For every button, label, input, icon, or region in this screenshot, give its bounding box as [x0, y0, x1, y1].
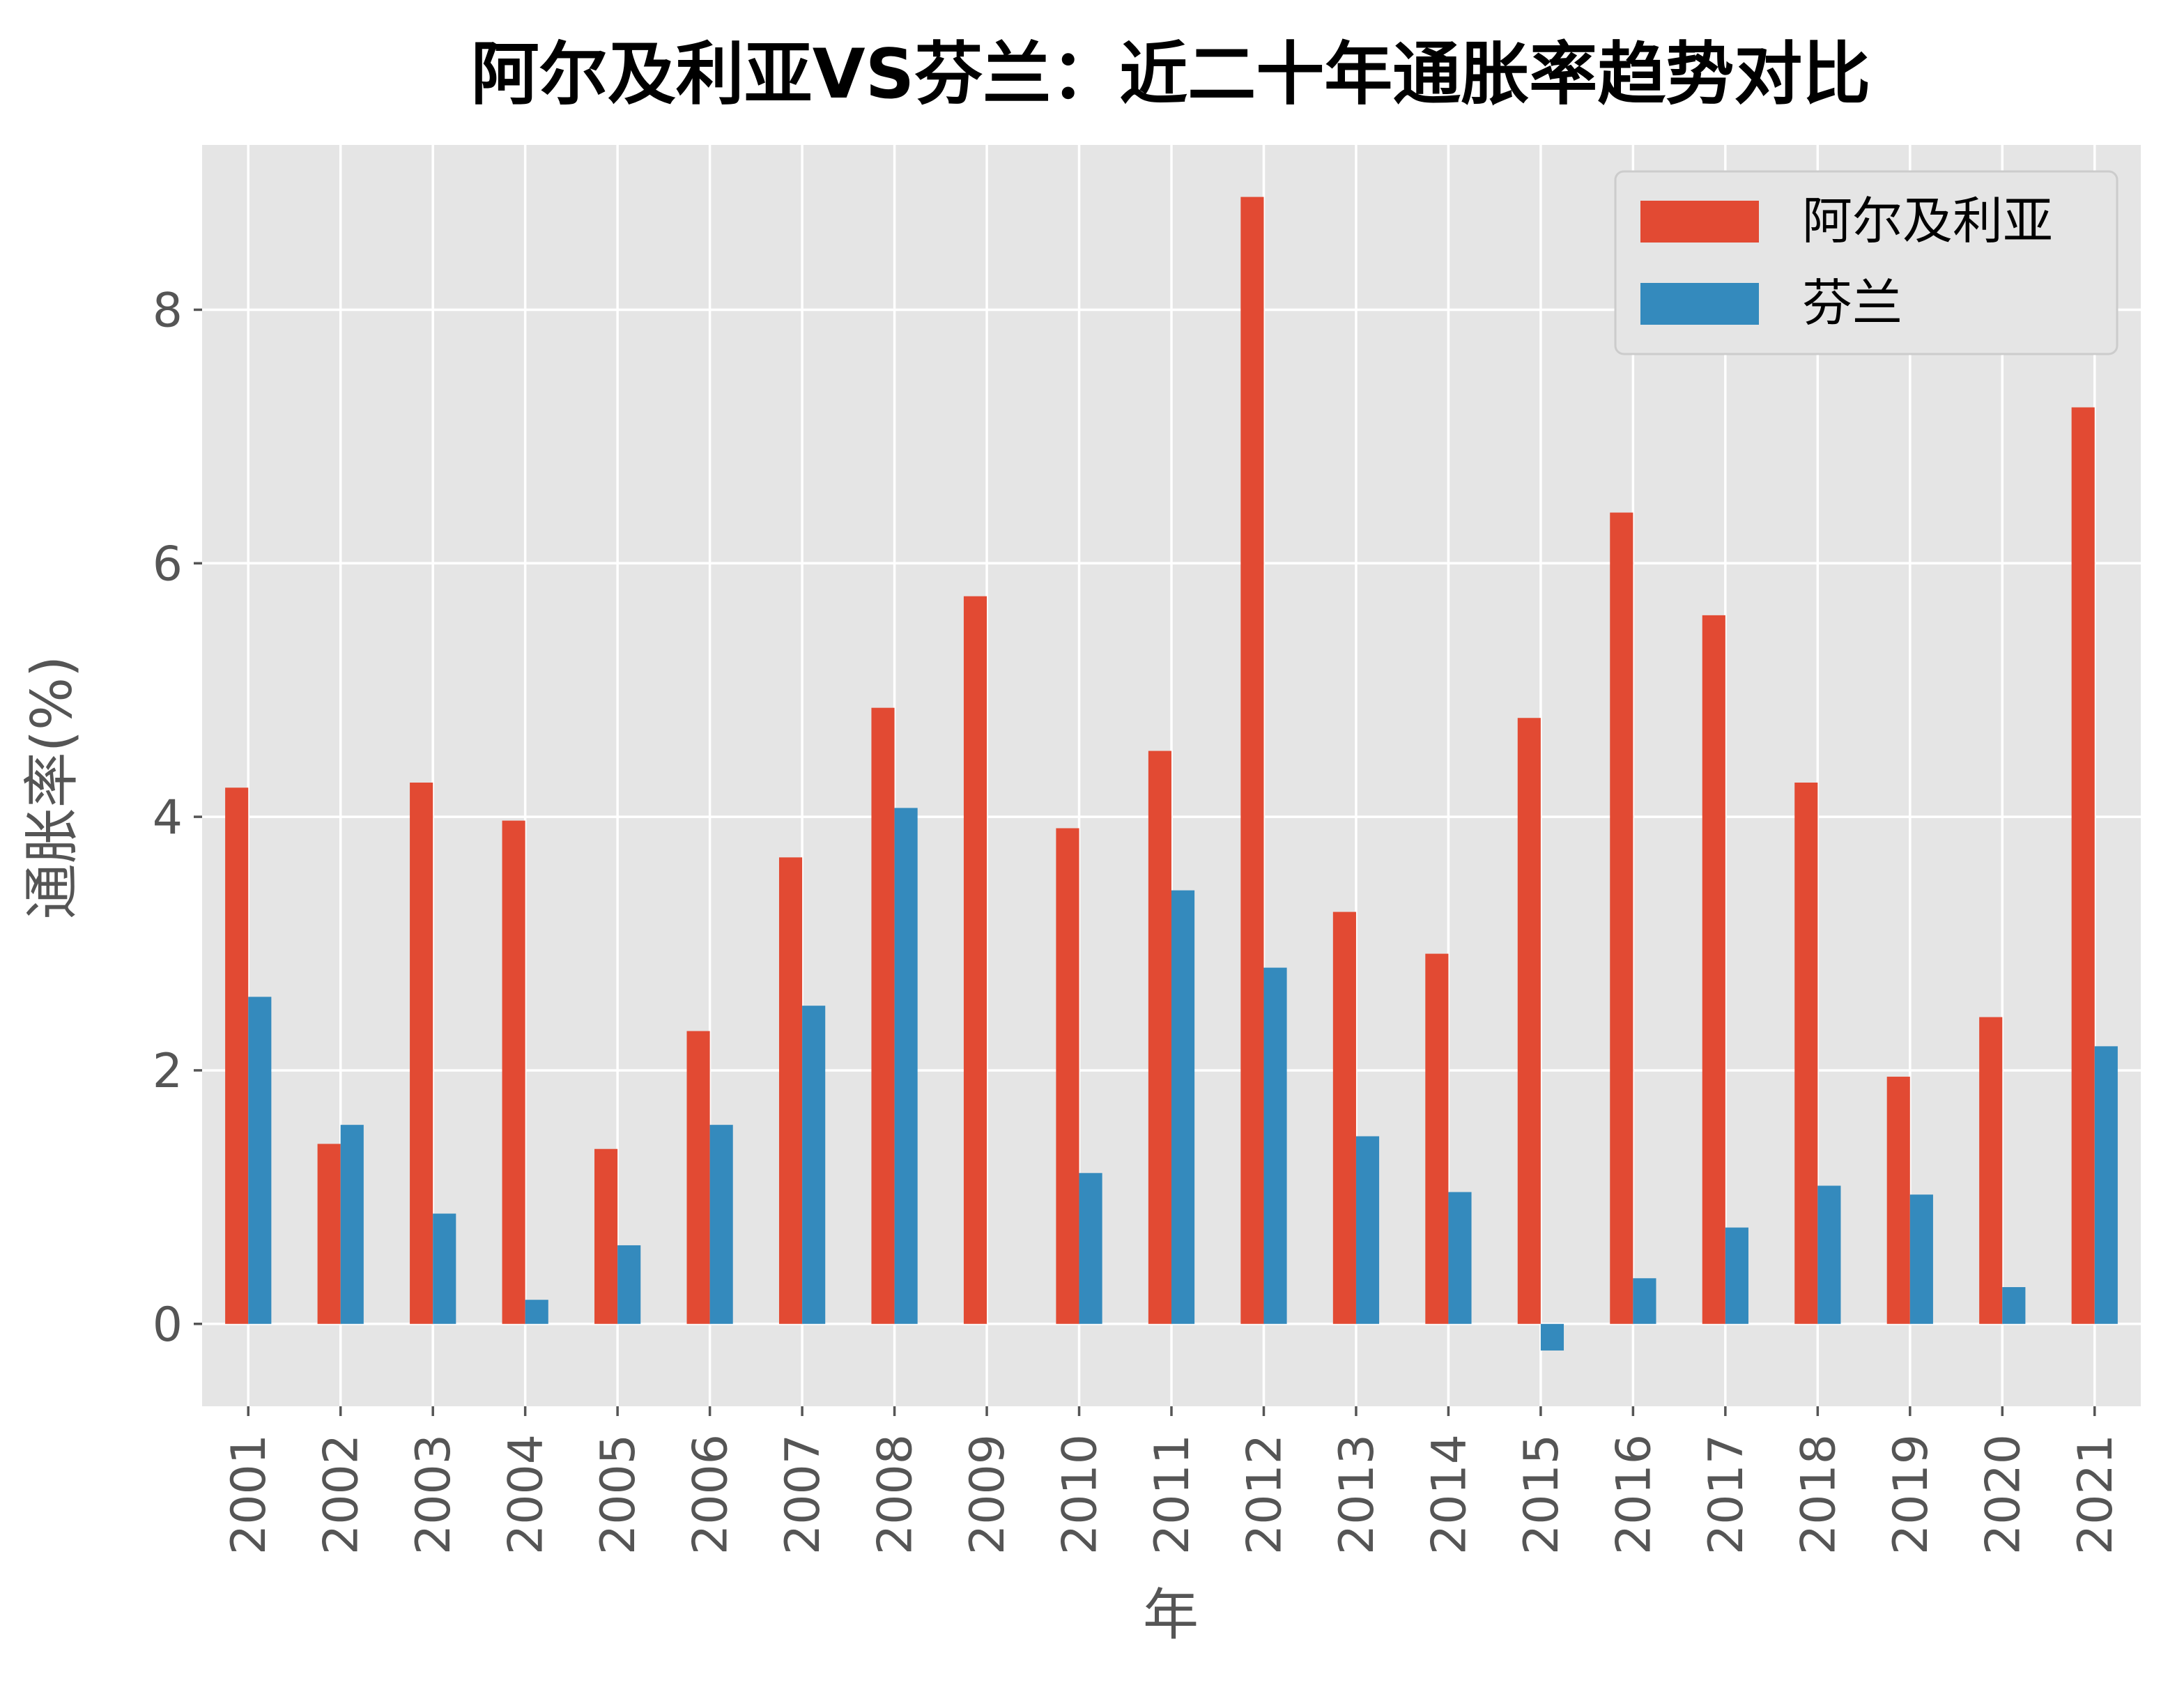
bar-finland-2021	[2094, 1046, 2118, 1324]
x-tick-label: 2002	[314, 1434, 369, 1555]
bar-finland-2001	[248, 997, 272, 1324]
bar-algeria-2007	[778, 857, 803, 1324]
x-axis-label: 年	[1143, 1583, 1199, 1647]
bar-finland-2014	[1448, 1192, 1472, 1324]
x-tick-label: 2015	[1514, 1434, 1569, 1555]
y-tick-label: 8	[153, 283, 183, 338]
x-tick-label: 2020	[1976, 1434, 2031, 1555]
bar-finland-2017	[1725, 1227, 1748, 1324]
bar-finland-2002	[340, 1125, 364, 1324]
x-tick-label: 2018	[1791, 1434, 1846, 1555]
y-tick-label: 4	[153, 790, 183, 845]
x-tick-label: 2005	[591, 1434, 646, 1555]
bars	[225, 197, 2118, 1351]
y-axis-label: 通胀率(%)	[20, 656, 84, 919]
bar-finland-2011	[1171, 890, 1195, 1324]
x-tick-label: 2017	[1699, 1434, 1754, 1555]
x-axis: 2001 2002 2003 2004 2005 2006 2007 2008 2009 2010…	[222, 1406, 2123, 1555]
chart-title: 阿尔及利亚VS芬兰：近二十年通胀率趋势对比	[471, 35, 1870, 114]
x-tick-label: 2001	[222, 1434, 277, 1555]
x-tick-label: 2011	[1145, 1434, 1200, 1555]
x-tick-label: 2016	[1606, 1434, 1661, 1555]
x-tick-label: 2006	[684, 1434, 739, 1555]
x-tick-label: 2013	[1330, 1434, 1385, 1555]
x-tick-label: 2003	[406, 1434, 461, 1555]
bar-algeria-2014	[1425, 953, 1449, 1324]
bar-algeria-2016	[1610, 512, 1633, 1324]
x-tick-label: 2010	[1053, 1434, 1108, 1555]
legend-label-algeria: 阿尔及利亚	[1802, 192, 2053, 250]
bar-algeria-2002	[317, 1144, 341, 1324]
bar-finland-2006	[709, 1125, 733, 1324]
bar-finland-2005	[617, 1245, 641, 1324]
bar-finland-2015	[1540, 1323, 1564, 1351]
bar-algeria-2004	[502, 820, 525, 1324]
bar-finland-2016	[1633, 1278, 1656, 1324]
bar-algeria-2021	[2071, 407, 2095, 1324]
bar-finland-2007	[802, 1006, 826, 1324]
bar-algeria-2005	[594, 1148, 618, 1324]
x-tick-label: 2014	[1422, 1434, 1477, 1555]
bar-algeria-2017	[1702, 615, 1725, 1324]
bar-finland-2012	[1263, 967, 1287, 1324]
bar-finland-2020	[2002, 1287, 2026, 1324]
bar-algeria-2010	[1056, 828, 1079, 1324]
legend-swatch-finland	[1640, 283, 1759, 325]
bar-finland-2010	[1079, 1173, 1102, 1324]
bar-finland-2008	[894, 808, 918, 1324]
y-tick-label: 2	[153, 1044, 183, 1099]
bar-algeria-2019	[1886, 1077, 1910, 1324]
bar-algeria-2011	[1148, 751, 1171, 1324]
bar-algeria-2008	[871, 707, 895, 1324]
bar-algeria-2001	[225, 787, 249, 1324]
y-tick-label: 0	[153, 1298, 183, 1353]
legend-label-finland: 芬兰	[1802, 274, 1902, 332]
y-axis: 0 2 4 6 8	[153, 283, 202, 1353]
x-tick-label: 2007	[776, 1434, 831, 1555]
bar-algeria-2009	[963, 596, 987, 1324]
x-tick-label: 2009	[960, 1434, 1015, 1555]
bar-algeria-2020	[1979, 1017, 2003, 1324]
x-tick-label: 2021	[2068, 1434, 2123, 1555]
bar-finland-2013	[1355, 1136, 1380, 1324]
bar-algeria-2013	[1332, 912, 1356, 1324]
y-tick-label: 6	[153, 537, 183, 592]
x-tick-label: 2004	[499, 1434, 554, 1555]
bar-algeria-2012	[1240, 197, 1264, 1324]
x-tick-label: 2019	[1884, 1434, 1939, 1555]
bar-finland-2004	[525, 1300, 548, 1324]
bar-algeria-2018	[1794, 783, 1818, 1324]
bar-algeria-2015	[1517, 718, 1541, 1324]
x-tick-label: 2012	[1237, 1434, 1292, 1555]
legend-swatch-algeria	[1640, 201, 1759, 243]
bar-finland-2019	[1909, 1194, 1933, 1324]
bar-algeria-2003	[410, 783, 433, 1324]
bar-algeria-2006	[686, 1031, 710, 1324]
bar-finland-2018	[1817, 1185, 1841, 1324]
x-tick-label: 2008	[868, 1434, 923, 1555]
bar-finland-2003	[433, 1213, 456, 1324]
